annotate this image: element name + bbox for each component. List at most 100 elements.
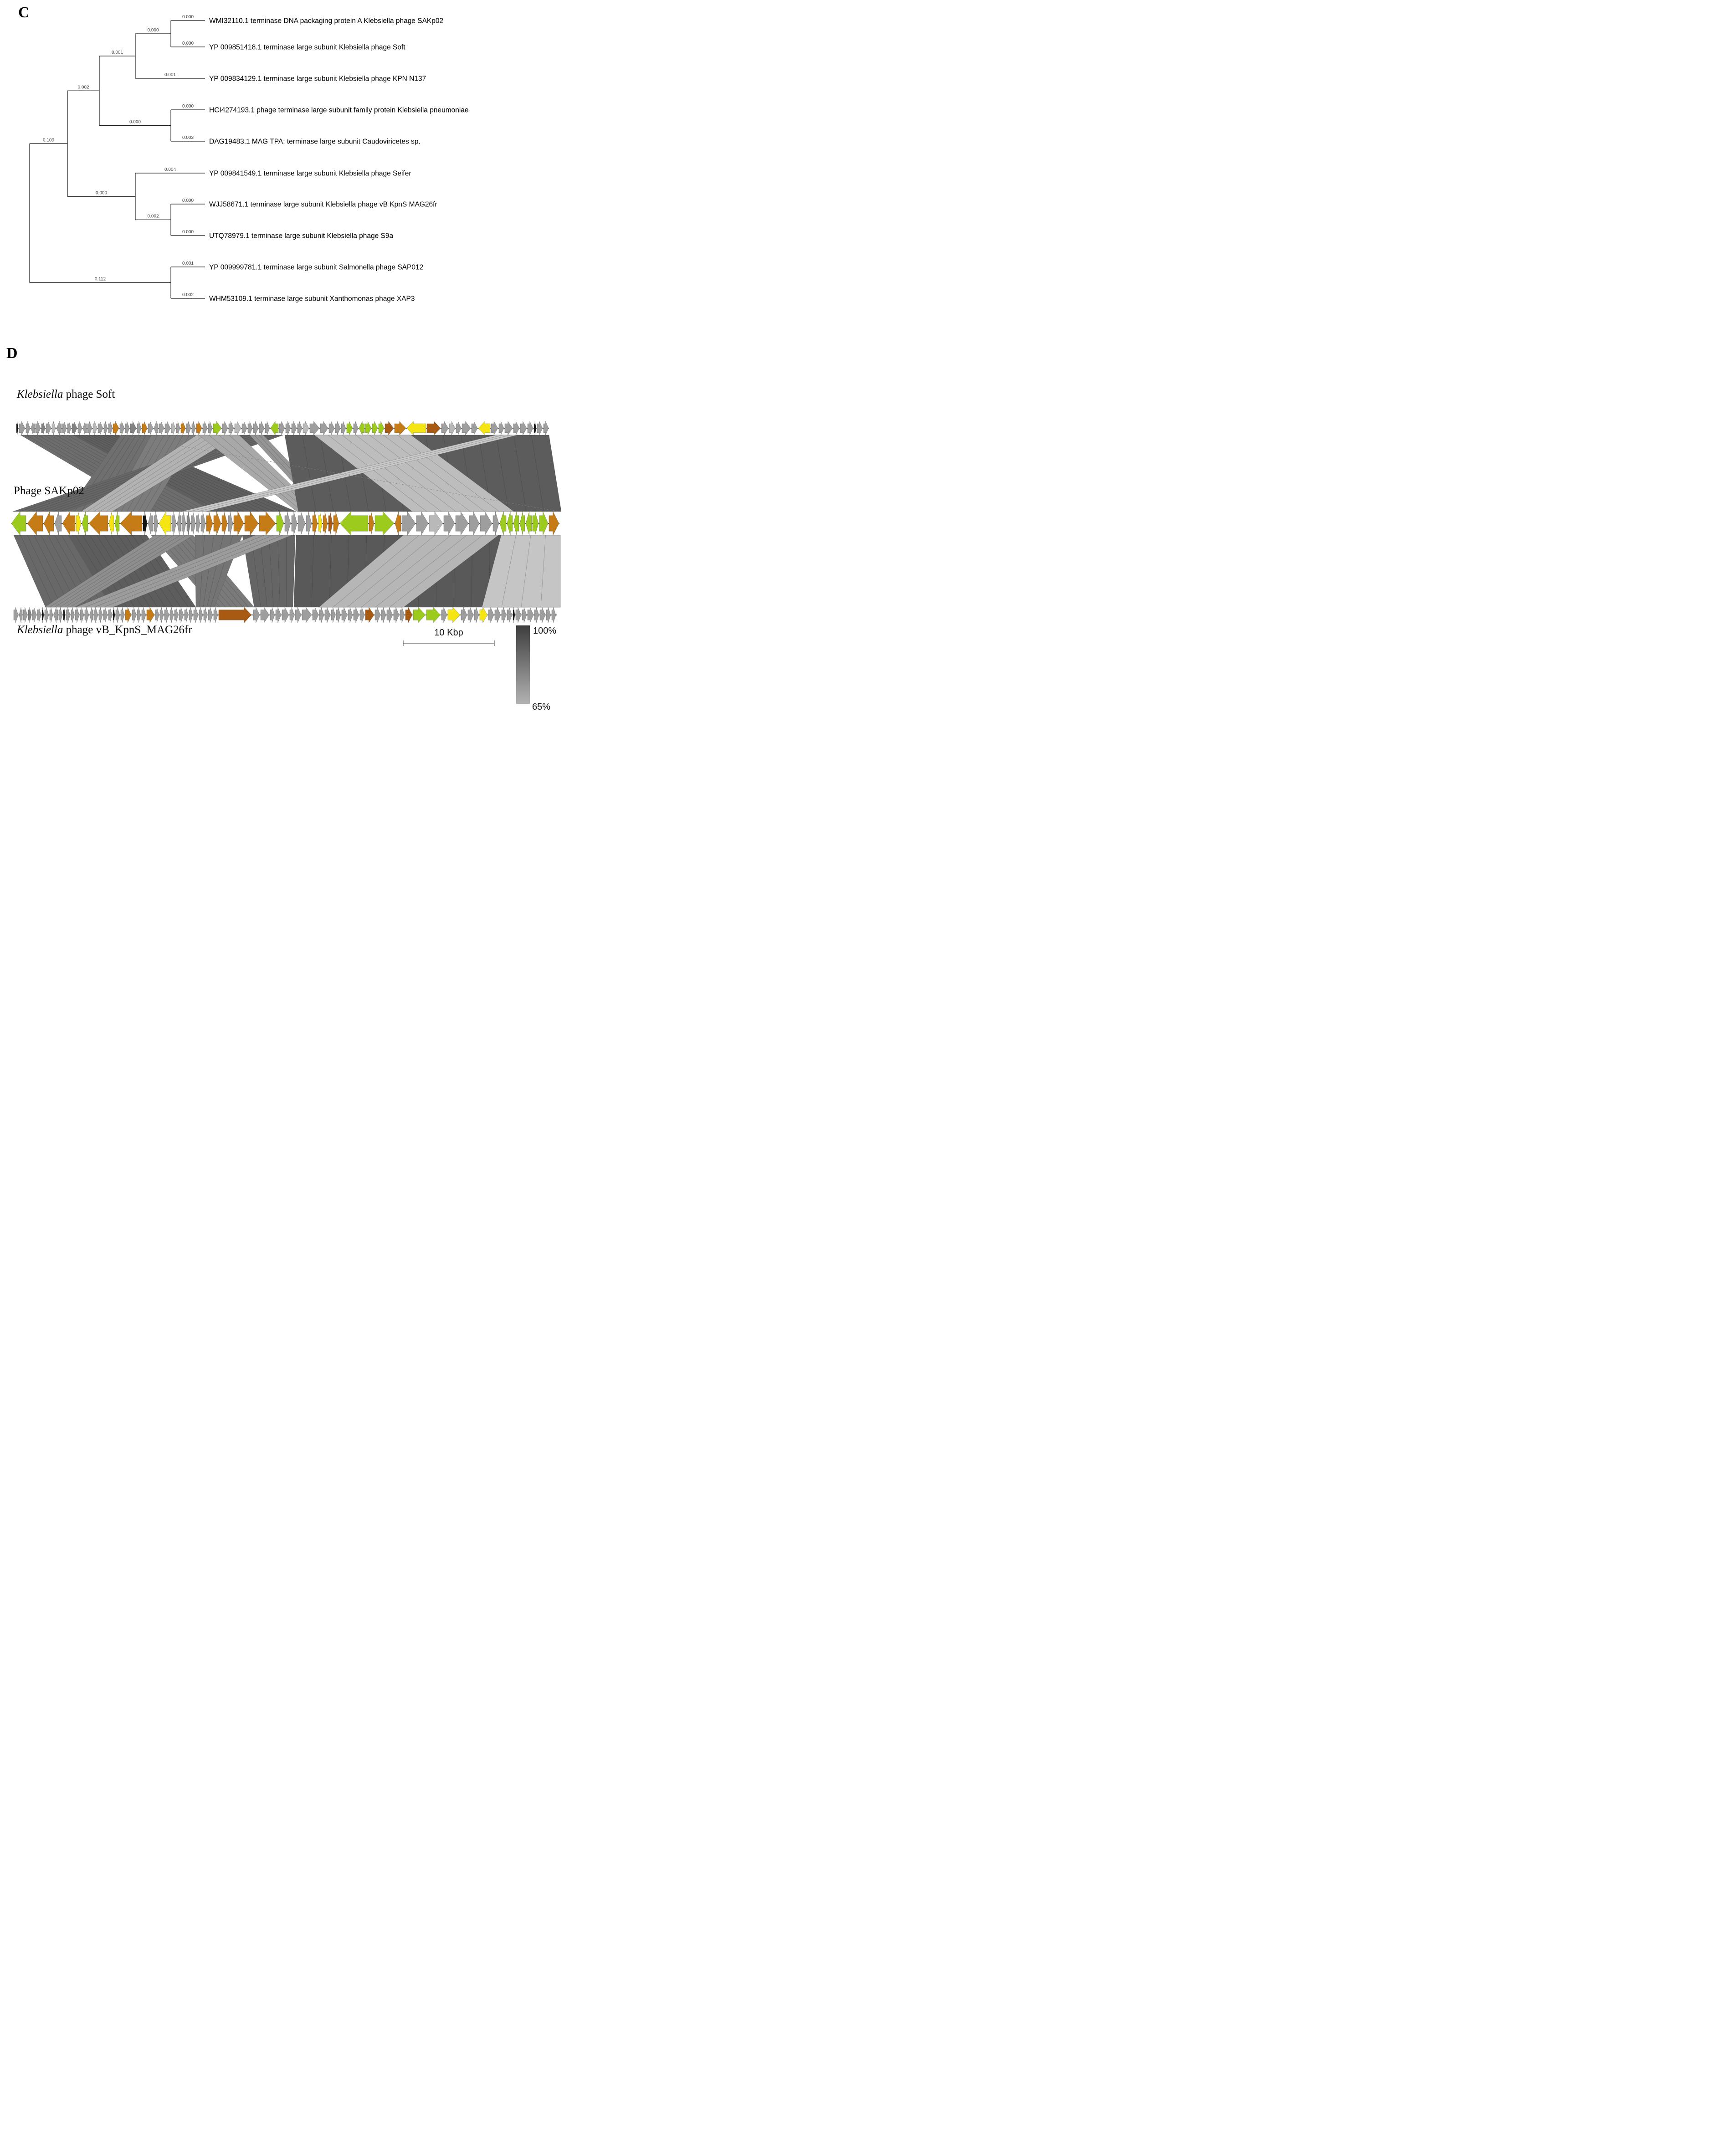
scale-bar-label: 10 Kbp [434, 628, 463, 638]
gene-arrow [400, 607, 405, 623]
gene-arrow [35, 421, 41, 435]
gene-arrow [319, 607, 324, 623]
gene-arrow [218, 607, 252, 623]
genome-name: Phage SAKp02 [14, 485, 84, 497]
gene-arrow [501, 607, 507, 623]
gene-arrow [41, 421, 46, 435]
similarity-streak [397, 435, 500, 512]
taxon-label: UTQ78979.1 terminase large subunit Klebs… [209, 232, 393, 240]
gene-arrow [365, 421, 372, 435]
gene-arrow [23, 607, 28, 623]
gene-arrow [507, 607, 513, 623]
gene-arrow [320, 421, 328, 435]
gene-arrow [103, 607, 108, 623]
gene-arrow [520, 421, 527, 435]
genome-name: Klebsiella phage Soft [16, 388, 115, 400]
gene-arrow [499, 511, 507, 536]
taxon-label: WMI32110.1 terminase DNA packaging prote… [209, 17, 443, 25]
taxon-label: DAG19483.1 MAG TPA: terminase large subu… [209, 138, 421, 146]
gene-arrow [176, 421, 180, 435]
similarity-streak [94, 535, 274, 608]
branch-length-label: 0.003 [182, 135, 194, 140]
gene-arrow [312, 607, 319, 623]
gene-arrow [328, 421, 335, 435]
gene-arrow [130, 421, 137, 435]
gene-arrow [196, 511, 200, 536]
gene-arrow [247, 421, 253, 435]
taxon-label: YP 009851418.1 terminase large subunit K… [209, 44, 405, 51]
gene-arrow [297, 511, 306, 536]
gene-arrow [478, 421, 491, 435]
branch-length-label: 0.001 [164, 72, 176, 77]
gene-arrow [120, 511, 143, 536]
gene-arrow [279, 421, 285, 435]
gene-arrow [270, 607, 275, 623]
gene-arrow [471, 421, 478, 435]
similarity-streak [277, 535, 281, 608]
gene-arrow [171, 421, 176, 435]
gene-arrow [539, 511, 549, 536]
gene-arrow [228, 421, 234, 435]
gene-arrow [323, 511, 328, 536]
similarity-streak [59, 535, 174, 608]
gene-arrow [213, 607, 218, 623]
similarity-streak [328, 435, 427, 512]
phylogenetic-tree: 0.109 0.002 0.001 0.000 0.000 WMI32110.1 term… [29, 15, 469, 303]
gene-arrow [62, 421, 67, 435]
gene-arrow [253, 607, 260, 623]
gene-arrow [259, 421, 265, 435]
gene-arrow [492, 511, 499, 536]
gene-arrow [260, 607, 270, 623]
gene-arrow [455, 511, 469, 536]
similarity-streak [333, 535, 420, 608]
gene-arrow [108, 421, 113, 435]
gene-arrow [98, 607, 103, 623]
gene-arrow [259, 511, 276, 536]
gene-arrow [82, 511, 88, 536]
taxon-label: YP 009834129.1 terminase large subunit K… [209, 75, 426, 83]
gene-arrow [309, 421, 320, 435]
similarity-streak [531, 435, 544, 512]
gene-arrow [164, 607, 169, 623]
gene-arrow [285, 421, 291, 435]
gene-arrow [549, 511, 559, 536]
gene-arrow [295, 607, 302, 623]
gene-arrow [43, 511, 54, 536]
gene-arrow [302, 607, 312, 623]
gene-arrow [525, 511, 532, 536]
gene-arrow [31, 421, 35, 435]
gene-arrow [291, 511, 297, 536]
similarity-streak [20, 535, 54, 608]
gene-arrow [474, 607, 479, 623]
gene-arrow [37, 607, 41, 623]
gene-arrow [186, 511, 191, 536]
gene-arrow [406, 421, 426, 435]
gene-arrow [159, 511, 171, 536]
similarity-streak [69, 535, 187, 608]
similarity-streak [118, 535, 166, 608]
figure-page: C 0.109 0.002 0.001 0.000 0.000 WMI32110.1 te… [0, 0, 574, 719]
gene-arrow [413, 607, 426, 623]
gene-arrow [103, 421, 108, 435]
branch-length-label: 0.002 [77, 85, 89, 90]
similarity-streak [311, 535, 314, 608]
gene-arrow [289, 607, 295, 623]
gene-arrow [393, 607, 400, 623]
gene-arrow [381, 607, 386, 623]
gene-arrow [191, 511, 196, 536]
similarity-ribbon [318, 535, 499, 608]
gene-arrow [148, 511, 154, 536]
gene-arrow [494, 607, 501, 623]
gene-arrow [385, 421, 394, 435]
gene-arrow [233, 511, 244, 536]
gene-arrow [82, 421, 87, 435]
genome-name: Klebsiella phage vB_KpnS_MAG26fr [16, 624, 192, 636]
gene-arrow [335, 421, 341, 435]
gene-arrow [348, 607, 353, 623]
gene-arrow [386, 607, 393, 623]
branch-length-label: 0.002 [182, 292, 194, 297]
gene-arrow [77, 421, 82, 435]
gene-arrow [353, 607, 359, 623]
gene-arrow [92, 421, 97, 435]
